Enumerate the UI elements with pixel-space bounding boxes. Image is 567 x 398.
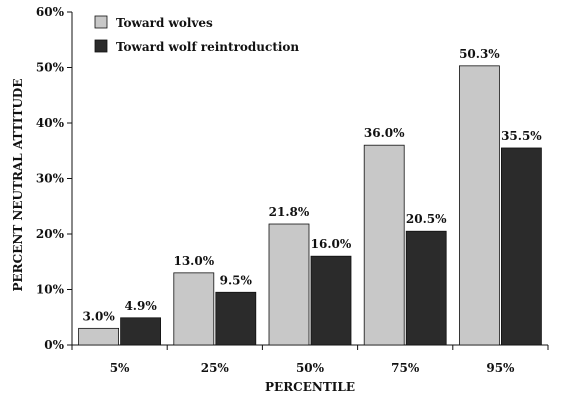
- bar-toward-wolves: [268, 223, 310, 346]
- bar-toward-wolf-reintroduction: [500, 147, 542, 346]
- value-label: 3.0%: [82, 309, 115, 323]
- legend: Toward wolves Toward wolf reintroduction: [94, 15, 299, 54]
- y-tick-label: 10%: [36, 283, 65, 297]
- y-tick-label: 0%: [44, 338, 64, 352]
- value-label: 36.0%: [364, 126, 405, 140]
- value-label: 50.3%: [459, 47, 500, 61]
- value-label: 13.0%: [173, 254, 214, 268]
- y-tick-label: 50%: [36, 61, 65, 75]
- bar-toward-wolf-reintroduction: [405, 230, 447, 346]
- x-tick-label: 25%: [201, 361, 230, 375]
- bar-toward-wolves: [458, 65, 500, 346]
- value-label: 4.9%: [124, 299, 157, 313]
- value-label: 35.5%: [501, 129, 542, 143]
- x-axis-title: PERCENTILE: [265, 380, 355, 394]
- x-tick-label: 75%: [391, 361, 420, 375]
- y-axis-title: PERCENT NEUTRAL ATTITUDE: [11, 79, 25, 292]
- y-axis: 0% 10% 20% 30% 40% 50% 60%: [36, 5, 73, 352]
- legend-swatch: [94, 15, 108, 29]
- bar-toward-wolves: [173, 272, 215, 346]
- value-label: 20.5%: [406, 212, 447, 226]
- bar-toward-wolf-reintroduction: [120, 317, 161, 346]
- bar-toward-wolf-reintroduction: [215, 291, 257, 346]
- value-label: 21.8%: [269, 205, 310, 219]
- value-label: 9.5%: [220, 273, 253, 287]
- y-tick-label: 40%: [36, 116, 65, 130]
- y-tick-label: 30%: [36, 172, 65, 186]
- x-tick-label: 95%: [486, 361, 515, 375]
- value-labels: 3.0% 4.9% 13.0% 9.5% 21.8% 16.0% 36.0% 20.5% 50.…: [82, 47, 542, 324]
- bar-toward-wolf-reintroduction: [310, 255, 352, 346]
- legend-label: Toward wolves: [116, 16, 213, 30]
- legend-swatch: [94, 39, 108, 53]
- bar-toward-wolves: [363, 144, 405, 346]
- x-axis: 5% 25% 50% 75% 95%: [71, 344, 549, 375]
- bar-toward-wolves: [78, 327, 119, 346]
- x-tick-label: 5%: [110, 361, 130, 375]
- bars: [78, 65, 542, 346]
- x-tick-label: 50%: [296, 361, 325, 375]
- y-tick-label: 60%: [36, 5, 65, 19]
- legend-label: Toward wolf reintroduction: [116, 40, 299, 54]
- value-label: 16.0%: [311, 237, 352, 251]
- y-tick-label: 20%: [36, 227, 65, 241]
